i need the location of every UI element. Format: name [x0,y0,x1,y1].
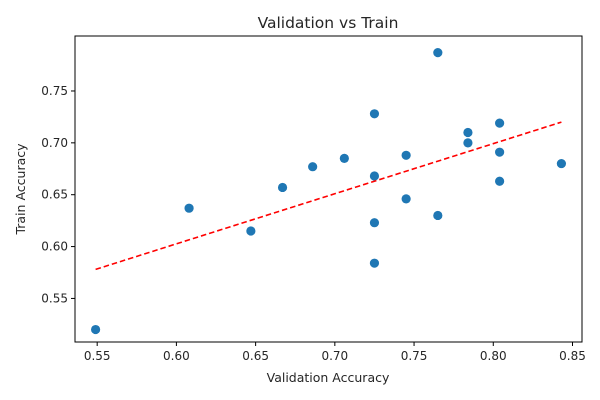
data-point [90,324,101,335]
x-tick-label: 0.55 [84,349,111,363]
data-point [277,182,288,193]
y-tick-label: 0.70 [41,136,68,150]
axes-frame [74,35,583,343]
data-point [369,109,380,119]
x-axis-label: Validation Accuracy [267,370,390,385]
data-point [556,158,567,169]
y-tick-label: 0.55 [41,291,68,305]
data-point [184,203,194,213]
data-point [463,138,473,148]
data-point [369,218,380,228]
x-tick-label: 0.85 [559,349,586,363]
x-tick-label: 0.75 [401,349,428,363]
data-point [339,153,349,163]
data-point [401,194,411,204]
x-tick-label: 0.60 [163,349,190,363]
plot-area: 0.55 0.60 0.65 0.70 0.75 0.80 0.85 0.55 0.60 0.65… [41,47,586,363]
y-axis-label: Train Accuracy [13,143,28,236]
data-point [369,171,380,181]
chart-title: Validation vs Train [258,14,399,32]
data-point [433,47,443,58]
x-tick-label: 0.80 [480,349,507,363]
data-point [401,150,411,160]
trend-line [95,121,562,271]
data-point [308,162,318,172]
data-point [495,147,505,157]
data-point [246,226,256,236]
y-tick-label: 0.65 [41,188,68,202]
y-tick-label: 0.75 [41,84,68,98]
data-point [369,258,380,268]
data-point [495,176,505,186]
data-point [433,210,443,221]
data-point [463,127,473,138]
x-tick-label: 0.70 [321,349,348,363]
y-tick-label: 0.60 [41,240,68,254]
x-tick-label: 0.65 [242,349,269,363]
data-point [495,118,505,128]
